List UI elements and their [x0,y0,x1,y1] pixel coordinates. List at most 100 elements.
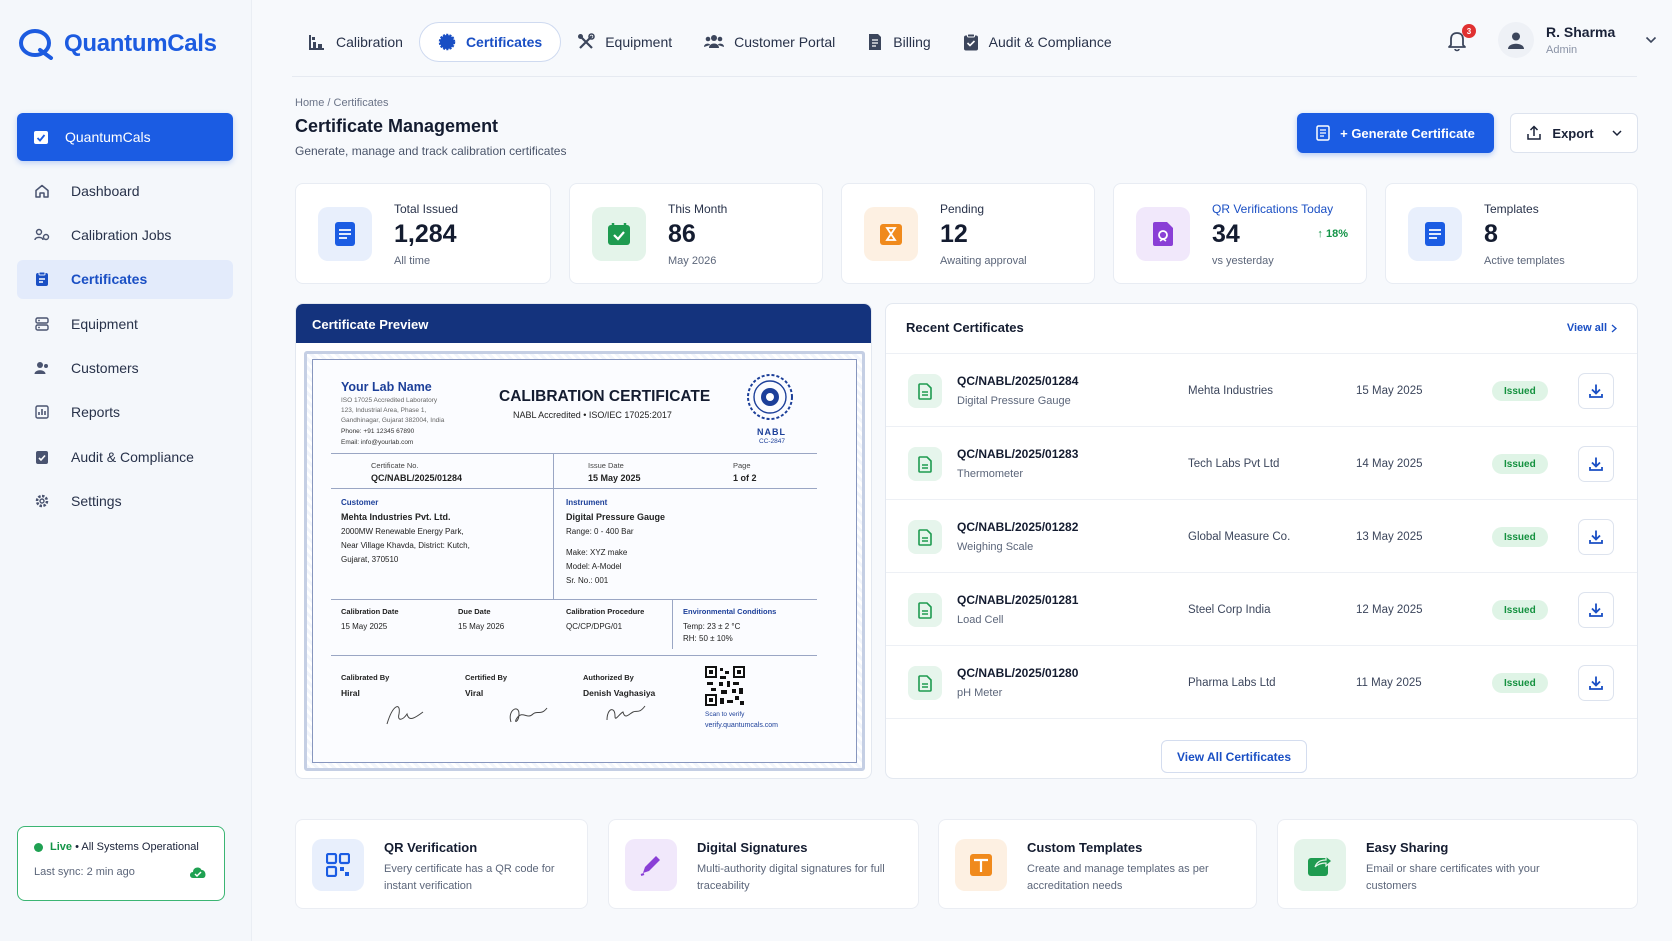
certificate-id[interactable]: QC/NABL/2025/01282 [957,520,1079,534]
file-icon [908,447,942,481]
download-button[interactable] [1578,446,1614,482]
app-logo[interactable]: QuantumCals [18,28,217,60]
table-row[interactable]: QC/NABL/2025/01284 Digital Pressure Gaug… [886,354,1637,427]
issue-date: 11 May 2025 [1356,677,1422,689]
feature-title: Easy Sharing [1366,840,1449,855]
file-icon [908,520,942,554]
document-icon [318,207,372,261]
status-dot [34,842,43,852]
user-role: Admin [1546,44,1578,56]
clipboard-icon [963,33,978,51]
download-button[interactable] [1578,592,1614,628]
table-row[interactable]: QC/NABL/2025/01281 Load Cell Steel Corp … [886,573,1637,646]
sidebar-item-calibration-jobs[interactable]: Calibration Jobs [17,215,233,254]
notifications-button[interactable] [1447,30,1467,52]
verify-url[interactable]: verify.quantumcals.com [705,722,779,729]
sidebar-item-label: Certificates [71,271,148,288]
generate-certificate-button[interactable]: + Generate Certificate [1297,113,1494,153]
view-all-link[interactable]: View all [1567,322,1617,334]
seal-code: CC-2847 [759,438,786,445]
table-row[interactable]: QC/NABL/2025/01283 Thermometer Tech Labs… [886,427,1637,500]
lab-name: Your Lab Name [341,380,432,394]
lab-line: Phone: +91 12345 67890 [341,428,415,435]
stat-sub: vs yesterday [1212,255,1274,267]
tab-billing[interactable]: Billing [851,22,946,62]
instrument-name: pH Meter [957,687,1003,699]
divider [331,453,817,454]
sidebar-item-equipment[interactable]: Equipment [17,304,233,343]
chevron-down-icon [1646,36,1657,44]
sidebar-item-label: Dashboard [71,182,140,199]
feature-card-custom-templates: Custom Templates Create and manage templ… [938,819,1257,909]
tab-label: Calibration [336,34,403,50]
recent-certificates-title: Recent Certificates [906,320,1024,335]
cert-no-label: Certificate No. [371,461,419,470]
customer-name: Steel Corp India [1188,604,1271,616]
certificate-document[interactable]: Your Lab Name ISO 17025 Accredited Labor… [312,359,857,763]
certificate-id[interactable]: QC/NABL/2025/01284 [957,374,1079,388]
tab-customer-portal[interactable]: Customer Portal [688,22,851,62]
customers-icon [33,359,51,377]
table-row[interactable]: QC/NABL/2025/01280 pH Meter Pharma Labs … [886,646,1637,719]
sidebar-item-reports[interactable]: Reports [17,393,233,432]
sidebar-item-customers[interactable]: Customers [17,349,233,388]
calibrated-by-value: Hiral [341,688,360,698]
download-button[interactable] [1578,665,1614,701]
table-row[interactable]: QC/NABL/2025/01282 Weighing Scale Global… [886,500,1637,573]
clipboard-check-icon [34,131,48,144]
header-divider [292,76,1637,77]
tab-certificates[interactable]: Certificates [418,22,562,62]
lab-line: ISO 17025 Accredited Laboratory [341,397,438,404]
user-menu[interactable]: R. Sharma Admin [1498,22,1657,58]
download-button[interactable] [1578,373,1614,409]
workspace-button[interactable]: QuantumCals [17,113,233,161]
signature-image [509,707,548,723]
certificate-id[interactable]: QC/NABL/2025/01281 [957,593,1079,607]
signature-image [606,705,646,721]
divider [331,488,817,489]
signature-image [386,706,424,725]
stat-label: Templates [1484,202,1539,216]
sidebar-item-dashboard[interactable]: Dashboard [17,171,233,210]
cal-date-value: 15 May 2025 [341,622,388,631]
avatar [1498,22,1534,58]
document-icon [1316,125,1330,141]
procedure-value: QC/CP/DPG/01 [566,622,623,631]
tab-calibration[interactable]: Calibration [292,22,419,62]
customer-label: Customer [341,498,379,507]
tab-audit-compliance[interactable]: Audit & Compliance [947,22,1128,62]
status-badge: Issued [1492,527,1548,547]
export-label: Export [1552,125,1594,141]
users-gear-icon [33,226,51,244]
sidebar-item-audit-compliance[interactable]: Audit & Compliance [17,437,233,476]
stat-card-qr-verifications: QR Verifications Today 34 ↑ 18% vs yeste… [1113,183,1367,284]
divider [672,599,673,649]
instrument-line: Make: XYZ make [566,548,628,557]
certificate-id[interactable]: QC/NABL/2025/01283 [957,447,1079,461]
download-button[interactable] [1578,519,1614,555]
view-all-certificates-button[interactable]: View All Certificates [1161,740,1307,773]
page-title: Certificate Management [295,116,499,136]
customer-name: Mehta Industries [1188,385,1274,397]
tab-equipment[interactable]: Equipment [561,22,688,62]
chevron-right-icon [1611,324,1617,332]
badge-icon [438,33,456,51]
qr-icon [312,839,364,891]
seal-text: NABL [757,427,786,437]
download-icon [1589,603,1603,617]
download-icon [1589,384,1603,398]
sidebar-item-label: Audit & Compliance [71,448,194,465]
export-button[interactable]: Export [1510,113,1638,153]
feature-card-qr-verification: QR Verification Every certificate has a … [295,819,588,909]
download-icon [1589,457,1603,471]
certificate-title: CALIBRATION CERTIFICATE [499,388,711,405]
certificate-id[interactable]: QC/NABL/2025/01280 [957,666,1079,680]
qr-code[interactable] [705,666,745,706]
sidebar-item-certificates[interactable]: Certificates [17,259,233,299]
certificate-preview-header: Certificate Preview [296,304,871,343]
sidebar-item-settings[interactable]: Settings [17,482,233,521]
people-icon [704,35,725,48]
download-icon [1589,530,1603,544]
system-status-card: Live • All Systems Operational Last sync… [17,826,225,901]
tab-label: Certificates [465,34,543,50]
